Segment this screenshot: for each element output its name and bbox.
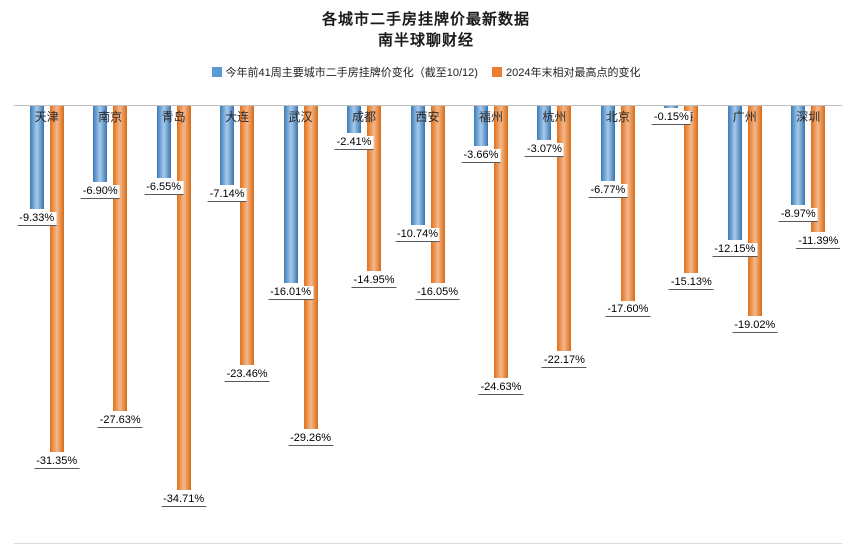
category-label-北京: 北京: [605, 110, 630, 124]
bar-from-peak-福州: [493, 106, 508, 379]
value-label-peak-福州: -24.63%: [478, 381, 524, 395]
value-label-peak-成都: -14.95%: [351, 274, 397, 288]
value-label-peak-青岛: -34.71%: [161, 493, 207, 507]
legend-item-from-peak: 2024年末相对最高点的变化: [491, 64, 641, 80]
bar-current-year-广州: [727, 106, 742, 241]
bar-from-peak-成都: [367, 106, 382, 272]
bar-from-peak-南京: [113, 106, 128, 412]
page-subtitle: 南半球聊财经: [377, 32, 474, 49]
category-label-福州: 福州: [478, 110, 503, 124]
bar-current-year-杭州: [537, 106, 552, 140]
bar-from-peak-武汉: [303, 106, 318, 430]
category-label-成都: 成都: [352, 110, 377, 124]
bar-current-year-上海: [664, 106, 679, 108]
value-label-current-武汉: -16.01%: [268, 286, 314, 300]
value-label-current-天津: -9.33%: [17, 212, 57, 226]
legend-label: 2024年末相对最高点的变化: [505, 67, 641, 79]
value-label-peak-武汉: -29.26%: [288, 432, 334, 446]
category-label-青岛: 青岛: [161, 110, 186, 124]
value-label-current-成都: -2.41%: [334, 136, 374, 150]
legend: 今年前41周主要城市二手房挂牌价变化（截至10/12) 2024年末相对最高点的…: [0, 64, 852, 80]
bar-current-year-南京: [93, 106, 108, 183]
bar-current-year-天津: [29, 106, 44, 210]
legend-swatch-blue-icon: [211, 67, 222, 77]
value-label-current-上海: -0.15%: [651, 111, 691, 125]
value-label-peak-大连: -23.46%: [224, 368, 270, 382]
bar-from-peak-北京: [620, 106, 635, 301]
value-label-peak-广州: -19.02%: [732, 319, 778, 333]
chart-bottom-border: [14, 543, 842, 544]
value-label-peak-西安: -16.05%: [415, 286, 460, 300]
value-label-peak-南京: -27.63%: [97, 414, 143, 428]
legend-label: 今年前41周主要城市二手房挂牌价变化（截至10/12): [225, 67, 478, 79]
category-label-广州: 广州: [732, 110, 757, 124]
category-label-大连: 大连: [225, 110, 250, 124]
page-title: 各城市二手房挂牌价最新数据: [321, 11, 530, 28]
category-label-天津: 天津: [34, 110, 59, 124]
x-axis-line: [14, 105, 842, 106]
bar-current-year-青岛: [156, 106, 171, 179]
bar-current-year-武汉: [283, 106, 298, 283]
bar-current-year-大连: [220, 106, 235, 185]
bar-current-year-北京: [600, 106, 615, 181]
category-label-武汉: 武汉: [288, 110, 313, 124]
value-label-current-福州: -3.66%: [461, 149, 501, 163]
value-label-current-广州: -12.15%: [712, 243, 758, 257]
bar-from-peak-杭州: [557, 106, 572, 351]
value-label-peak-天津: -31.35%: [34, 455, 80, 469]
legend-swatch-orange-icon: [491, 67, 502, 77]
value-label-current-北京: -6.77%: [588, 184, 628, 198]
bar-from-peak-天津: [49, 106, 64, 453]
value-label-current-深圳: -8.97%: [778, 208, 818, 222]
bar-current-year-成都: [347, 106, 362, 133]
value-label-current-杭州: -3.07%: [524, 143, 564, 157]
value-label-current-南京: -6.90%: [80, 185, 120, 199]
value-label-current-青岛: -6.55%: [144, 181, 184, 195]
bar-from-peak-深圳: [811, 106, 826, 232]
bar-from-peak-大连: [240, 106, 255, 366]
bar-from-peak-广州: [747, 106, 762, 317]
category-label-西安: 西安: [415, 110, 440, 124]
legend-item-current-year: 今年前41周主要城市二手房挂牌价变化（截至10/12): [211, 64, 478, 80]
category-label-杭州: 杭州: [542, 110, 567, 124]
value-label-peak-深圳: -11.39%: [796, 235, 841, 249]
bar-current-year-西安: [410, 106, 425, 225]
bar-current-year-深圳: [791, 106, 806, 206]
value-label-peak-北京: -17.60%: [605, 303, 651, 317]
category-label-深圳: 深圳: [796, 110, 821, 124]
value-label-current-大连: -7.14%: [207, 188, 247, 202]
category-label-南京: 南京: [98, 110, 123, 124]
bar-from-peak-青岛: [176, 106, 191, 490]
value-label-peak-上海: -15.13%: [668, 276, 714, 290]
bar-from-peak-西安: [430, 106, 445, 284]
value-label-current-西安: -10.74%: [395, 228, 440, 242]
bar-current-year-福州: [473, 106, 488, 147]
bar-from-peak-上海: [684, 106, 699, 274]
value-label-peak-杭州: -22.17%: [541, 354, 587, 368]
